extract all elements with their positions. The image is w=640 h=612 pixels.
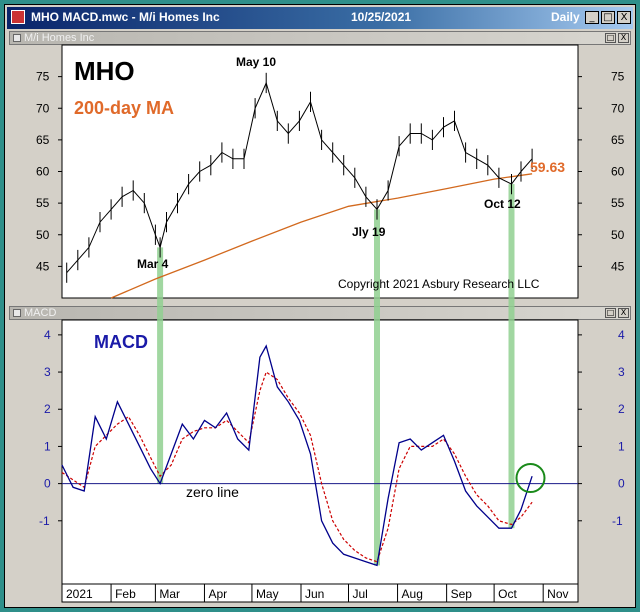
- price-pane-close-button[interactable]: X: [618, 33, 629, 43]
- macd-line: [61, 344, 533, 567]
- macd-ytick-label-right: 0: [618, 477, 625, 491]
- macd-title: MACD: [94, 332, 148, 352]
- xtick-label: Oct: [498, 587, 517, 601]
- price-ytick-label-right: 65: [611, 133, 625, 147]
- price-ytick-label-left: 50: [36, 228, 50, 242]
- xtick-label: May: [256, 587, 279, 601]
- price-pane-maximize-button[interactable]: □: [605, 33, 616, 43]
- window-period: Daily: [551, 10, 580, 24]
- xtick-label: Aug: [402, 587, 423, 601]
- xtick-label: Jun: [305, 587, 324, 601]
- xtick-label: 2021: [66, 587, 93, 601]
- macd-ytick-label-left: -1: [39, 514, 50, 528]
- price-ytick-label-right: 60: [611, 165, 625, 179]
- macd-ytick-label-left: 0: [44, 477, 51, 491]
- macd-ytick-label-right: 3: [618, 365, 625, 379]
- macd-ytick-label-left: 4: [44, 328, 51, 342]
- macd-ytick-label-left: 3: [44, 365, 51, 379]
- price-plot-area: [61, 44, 579, 299]
- vertical-marker: [374, 209, 380, 566]
- price-ytick-label-left: 60: [36, 165, 50, 179]
- maximize-button[interactable]: □: [601, 11, 615, 24]
- app-icon: [11, 10, 25, 24]
- price-ytick-label-left: 45: [36, 259, 50, 273]
- price-annotation: May 10: [236, 55, 276, 69]
- xtick-label: Apr: [208, 587, 227, 601]
- macd-ytick-label-right: 4: [618, 328, 625, 342]
- price-ytick-label-left: 70: [36, 101, 50, 115]
- macd-plot-area: [61, 319, 579, 585]
- macd-pane-close-button[interactable]: X: [618, 308, 629, 318]
- price-ytick-label-left: 55: [36, 196, 50, 210]
- price-ytick-label-right: 45: [611, 259, 625, 273]
- highlight-circle: [515, 463, 546, 493]
- ma-line: [110, 173, 533, 299]
- price-annotation: Oct 12: [484, 197, 521, 211]
- pane-icon: [13, 34, 21, 42]
- xtick-label: Sep: [451, 587, 473, 601]
- xtick-label: Feb: [115, 587, 136, 601]
- price-pane-title: M/i Homes Inc: [24, 32, 95, 44]
- close-button[interactable]: X: [617, 11, 631, 24]
- zero-line-label: zero line: [186, 484, 239, 500]
- macd-ytick-label-right: 2: [618, 402, 625, 416]
- window-title: MHO MACD.mwc - M/i Homes Inc: [31, 10, 220, 24]
- macd-ytick-label-left: 2: [44, 402, 51, 416]
- chart-subtitle: 200-day MA: [74, 98, 174, 118]
- price-ytick-label-right: 55: [611, 196, 625, 210]
- macd-pane-title: MACD: [24, 307, 57, 319]
- price-line: [66, 81, 533, 274]
- price-ytick-label-left: 75: [36, 70, 50, 84]
- macd-pane-maximize-button[interactable]: □: [605, 308, 616, 318]
- price-ytick-label-left: 65: [36, 133, 50, 147]
- xtick-label: Mar: [159, 587, 180, 601]
- price-annotation: Jly 19: [352, 225, 386, 239]
- window-date: 10/25/2021: [351, 10, 412, 24]
- vertical-marker: [157, 247, 164, 484]
- minimize-button[interactable]: _: [585, 11, 599, 24]
- macd-ytick-label-left: 1: [44, 439, 51, 453]
- xtick-label: Nov: [547, 587, 568, 601]
- copyright-text: Copyright 2021 Asbury Research LLC: [338, 277, 540, 291]
- price-ytick-label-right: 70: [611, 101, 625, 115]
- price-annotation: Mar 4: [137, 257, 169, 271]
- price-ytick-label-right: 75: [611, 70, 625, 84]
- xtick-label: Jul: [352, 587, 367, 601]
- ma-value-label: 59.63: [530, 159, 565, 175]
- chart-title: MHO: [74, 56, 135, 86]
- price-ytick-label-right: 50: [611, 228, 625, 242]
- macd-ytick-label-right: 1: [618, 439, 625, 453]
- window-titlebar[interactable]: MHO MACD.mwc - M/i Homes Inc 10/25/2021 …: [7, 7, 633, 29]
- macd-ytick-label-right: -1: [612, 514, 623, 528]
- vertical-marker: [508, 184, 515, 529]
- pane-icon: [13, 309, 21, 317]
